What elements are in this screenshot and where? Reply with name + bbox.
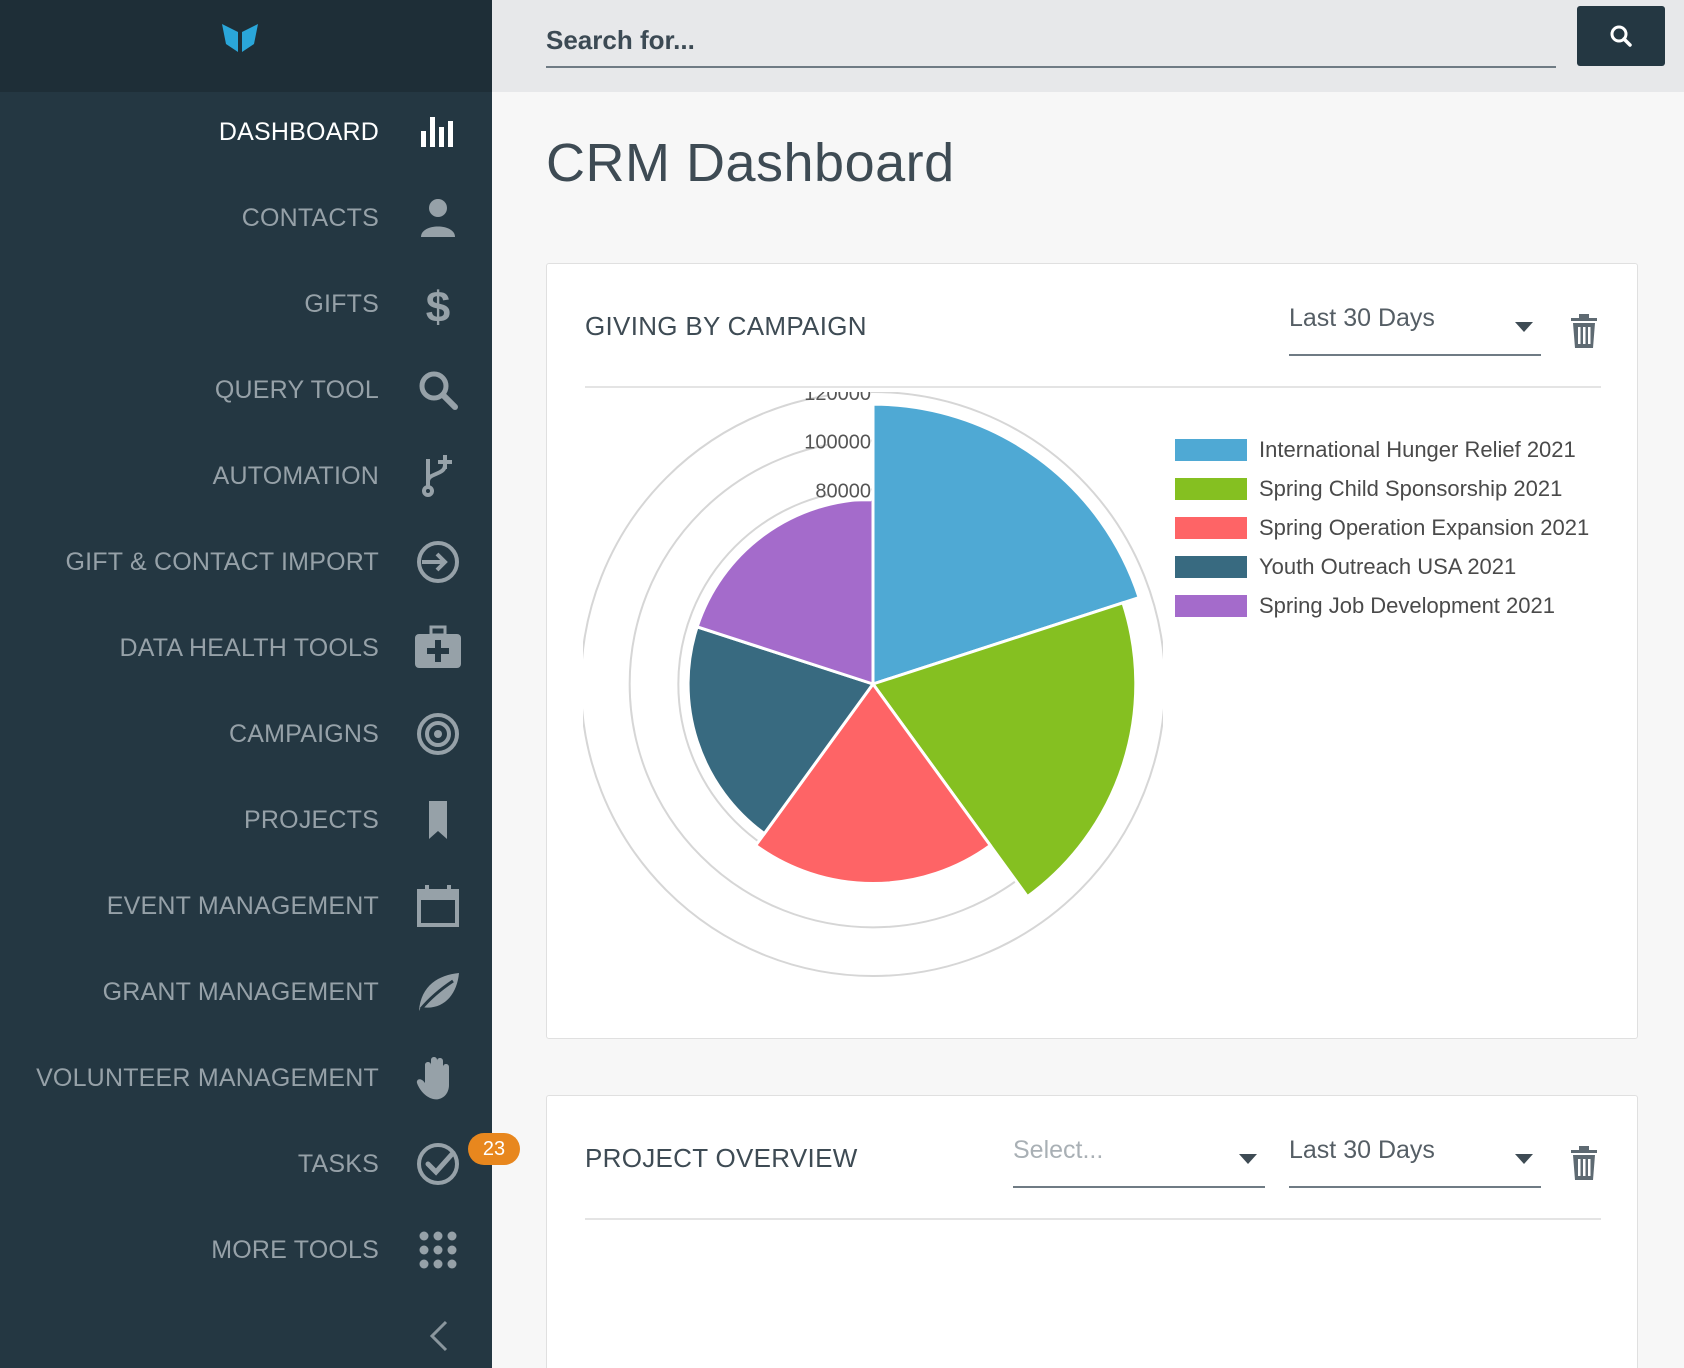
sidebar-item-more-tools[interactable]: MORE TOOLS xyxy=(0,1207,492,1293)
brand-logo-icon[interactable] xyxy=(222,22,258,54)
svg-text:$: $ xyxy=(426,283,450,329)
sidebar-item-projects[interactable]: PROJECTS xyxy=(0,777,492,863)
sidebar-item-dashboard[interactable]: DASHBOARD xyxy=(0,89,492,175)
trash-icon[interactable] xyxy=(1569,314,1599,350)
legend-label: Spring Child Sponsorship 2021 xyxy=(1259,476,1563,501)
legend-swatch xyxy=(1175,439,1247,461)
sidebar-item-grant-management[interactable]: GRANT MANAGEMENT xyxy=(0,949,492,1035)
select-value: Last 30 Days xyxy=(1289,304,1435,332)
sidebar-item-label: DATA HEALTH TOOLS xyxy=(119,634,379,662)
sidebar-item-label: AUTOMATION xyxy=(212,462,379,490)
sidebar-item-label: GIFT & CONTACT IMPORT xyxy=(65,548,379,576)
grid-icon xyxy=(413,1225,463,1275)
chevron-left-icon[interactable] xyxy=(424,1316,454,1356)
sidebar-item-label: CONTACTS xyxy=(241,204,379,232)
project-overview-card: PROJECT OVERVIEW Select... Last 30 Days xyxy=(546,1095,1638,1368)
date-range-select[interactable]: Last 30 Days xyxy=(1289,1132,1541,1188)
legend-label: Spring Operation Expansion 2021 xyxy=(1259,515,1590,540)
giving-by-campaign-card: GIVING BY CAMPAIGN Last 30 Days 80000 100… xyxy=(546,263,1638,1039)
chart-slice[interactable] xyxy=(753,681,993,886)
sidebar-item-label: GIFTS xyxy=(304,290,379,318)
legend-swatch xyxy=(1175,595,1247,617)
sidebar-item-tasks[interactable]: TASKS xyxy=(0,1121,492,1207)
sidebar-item-label: TASKS xyxy=(297,1150,379,1178)
search-input[interactable] xyxy=(546,14,1556,68)
sidebar-item-gifts[interactable]: GIFTS $ xyxy=(0,261,492,347)
search-icon xyxy=(413,365,463,415)
sidebar-item-label: CAMPAIGNS xyxy=(229,720,379,748)
sidebar-item-query-tool[interactable]: QUERY TOOL xyxy=(0,347,492,433)
branch-icon xyxy=(413,451,463,501)
person-icon xyxy=(413,193,463,243)
legend-label: Youth Outreach USA 2021 xyxy=(1259,554,1517,579)
sidebar-item-label: VOLUNTEER MANAGEMENT xyxy=(36,1064,379,1092)
card-divider xyxy=(585,1218,1601,1220)
chart-slice[interactable] xyxy=(686,624,876,836)
legend-label: International Hunger Relief 2021 xyxy=(1259,437,1576,462)
tick-label: 100000 xyxy=(804,432,871,454)
calendar-icon xyxy=(413,881,463,931)
dollar-icon: $ xyxy=(413,279,463,332)
tick-label: 80000 xyxy=(815,480,871,502)
sidebar-item-event-management[interactable]: EVENT MANAGEMENT xyxy=(0,863,492,949)
check-circle-icon xyxy=(413,1139,463,1189)
card-divider xyxy=(585,386,1601,388)
bookmark-icon xyxy=(413,795,463,845)
select-placeholder: Select... xyxy=(1013,1136,1104,1164)
page-title: CRM Dashboard xyxy=(546,133,955,193)
sidebar-item-label: GRANT MANAGEMENT xyxy=(102,978,379,1006)
legend-swatch xyxy=(1175,478,1247,500)
sidebar-item-automation[interactable]: AUTOMATION xyxy=(0,433,492,519)
tick-label: 120000 xyxy=(804,392,871,405)
card-title: PROJECT OVERVIEW xyxy=(585,1143,858,1173)
sidebar-item-gift-contact-import[interactable]: GIFT & CONTACT IMPORT xyxy=(0,519,492,605)
sidebar-item-label: PROJECTS xyxy=(244,806,379,834)
chart-slice[interactable] xyxy=(870,600,1138,899)
bar-chart-icon xyxy=(413,107,463,157)
sidebar-item-volunteer-management[interactable]: VOLUNTEER MANAGEMENT xyxy=(0,1035,492,1121)
sidebar-item-contacts[interactable]: CONTACTS xyxy=(0,175,492,261)
tick-label-background xyxy=(829,392,871,404)
search-button[interactable] xyxy=(1577,6,1665,66)
sidebar-item-label: QUERY TOOL xyxy=(214,376,379,404)
trash-icon[interactable] xyxy=(1569,1146,1599,1182)
card-title: GIVING BY CAMPAIGN xyxy=(585,311,867,341)
caret-down-icon xyxy=(1515,1154,1533,1164)
sidebar-item-label: EVENT MANAGEMENT xyxy=(106,892,379,920)
import-icon xyxy=(413,537,463,587)
chart-slice[interactable] xyxy=(871,402,1142,687)
tick-label-background xyxy=(829,428,871,453)
project-select[interactable]: Select... xyxy=(1013,1132,1265,1188)
legend-label: Spring Job Development 2021 xyxy=(1259,593,1555,618)
caret-down-icon xyxy=(1239,1154,1257,1164)
tick-label-background xyxy=(829,477,871,502)
sidebar: DASHBOARD CONTACTS GIFTS $ QUERY TOOL AUTOMAT… xyxy=(0,0,520,1368)
legend-swatch xyxy=(1175,517,1247,539)
first-aid-icon xyxy=(413,623,463,673)
sidebar-item-label: MORE TOOLS xyxy=(211,1236,379,1264)
sidebar-item-label: DASHBOARD xyxy=(218,118,379,146)
chart-gridline-ring xyxy=(583,392,1163,977)
date-range-select[interactable]: Last 30 Days xyxy=(1289,300,1541,356)
search-icon xyxy=(1610,25,1632,47)
caret-down-icon xyxy=(1515,322,1533,332)
sidebar-header xyxy=(0,0,492,92)
tasks-count-badge: 23 xyxy=(468,1133,520,1165)
select-value: Last 30 Days xyxy=(1289,1136,1435,1164)
sidebar-item-data-health-tools[interactable]: DATA HEALTH TOOLS xyxy=(0,605,492,691)
sidebar-item-campaigns[interactable]: CAMPAIGNS xyxy=(0,691,492,777)
leaf-icon xyxy=(413,967,463,1017)
legend-swatch xyxy=(1175,556,1247,578)
target-icon xyxy=(413,709,463,759)
hand-icon xyxy=(413,1053,463,1103)
polar-area-chart: 80000 100000 120000 xyxy=(583,392,1163,977)
